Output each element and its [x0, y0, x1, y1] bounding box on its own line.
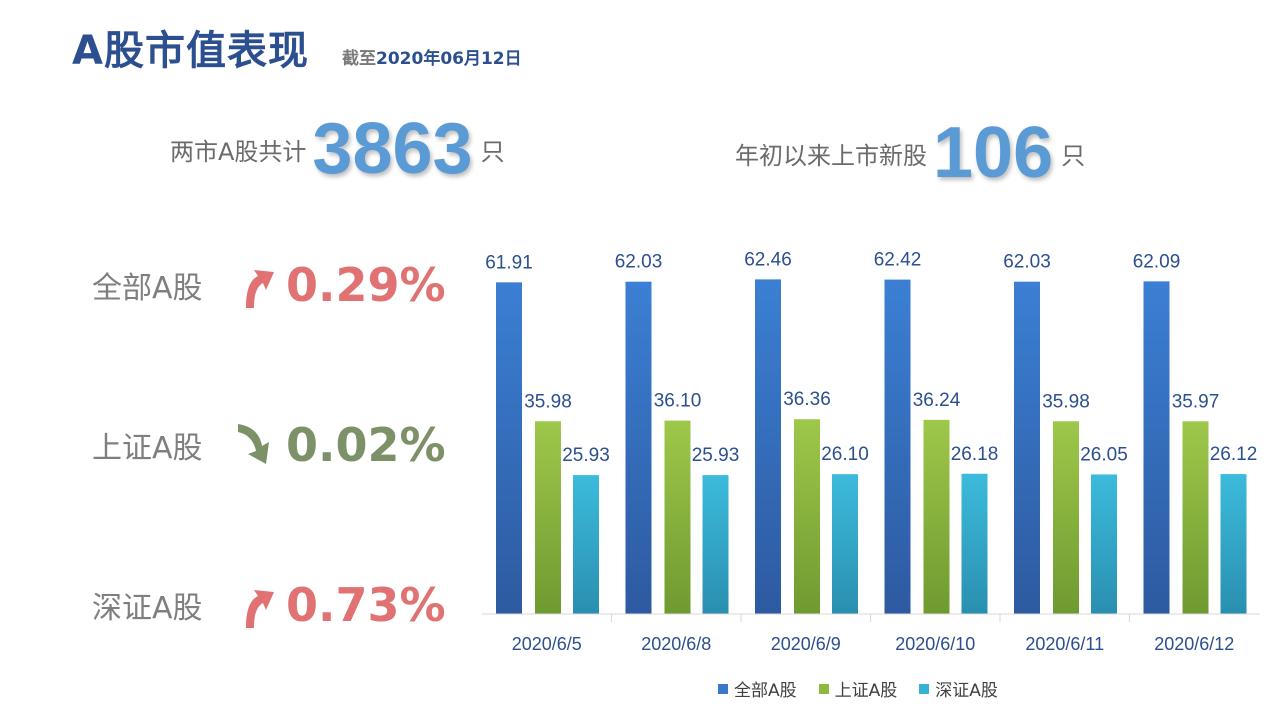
- kpi-unit: 只: [1061, 141, 1086, 170]
- bar: [1014, 281, 1040, 614]
- data-label: 25.93: [692, 445, 740, 466]
- data-label: 61.91: [485, 252, 533, 273]
- kpi-total-stocks: 两市A股共计 3863 只: [170, 108, 505, 190]
- x-tick-label: 2020/6/12: [1154, 634, 1234, 654]
- data-label: 26.10: [821, 444, 869, 465]
- as-of-date: 截至2020年06月12日: [342, 44, 522, 69]
- data-label: 35.98: [524, 391, 572, 412]
- bar: [832, 474, 858, 614]
- legend-swatch: [919, 683, 930, 694]
- as-of-date-value: 2020年06月12日: [376, 49, 522, 69]
- index-name: 全部A股: [92, 271, 203, 306]
- legend-swatch: [718, 683, 728, 694]
- as-of-prefix: 截至: [342, 49, 376, 69]
- x-tick-label: 2020/6/11: [1025, 634, 1104, 654]
- bar-chart: 61.91 35.98 25.93 2020/6/5 62.03 36.10 25.93 20…: [482, 249, 1260, 654]
- legend-item: 全部A股: [718, 676, 797, 701]
- index-change: 0.29%: [286, 258, 446, 312]
- bar: [496, 282, 522, 614]
- arrow-down-icon: [238, 424, 269, 464]
- kpi-unit: 只: [480, 137, 505, 166]
- legend-swatch: [818, 683, 829, 694]
- data-label: 35.98: [1042, 391, 1090, 412]
- bar: [794, 419, 820, 614]
- data-label: 26.05: [1080, 444, 1128, 465]
- bar: [664, 420, 691, 614]
- index-all-a: 全部A股 0.29%: [92, 255, 446, 315]
- legend-label: 深证A股: [935, 681, 998, 701]
- data-label: 26.18: [951, 444, 999, 465]
- data-label: 25.93: [562, 445, 610, 466]
- data-label: 36.10: [654, 391, 702, 412]
- data-label: 36.36: [783, 389, 831, 410]
- chart-legend: 全部A股 上证A股 深证A股: [718, 676, 998, 701]
- legend-label: 上证A股: [834, 681, 898, 701]
- bar: [702, 475, 729, 614]
- bar: [755, 279, 781, 614]
- kpi-new-listings: 年初以来上市新股 106 只: [735, 112, 1085, 194]
- legend-item: 上证A股: [818, 676, 898, 701]
- data-label: 35.97: [1172, 391, 1220, 412]
- bar: [961, 473, 988, 614]
- x-tick-label: 2020/6/10: [895, 634, 975, 654]
- x-tick-label: 2020/6/8: [641, 634, 711, 654]
- kpi-value: 3863: [312, 109, 473, 189]
- x-tick-label: 2020/6/9: [771, 634, 841, 654]
- index-name: 深证A股: [92, 591, 203, 626]
- kpi-label: 两市A股共计: [170, 137, 307, 166]
- bar: [1182, 421, 1209, 614]
- bar: [1220, 474, 1247, 614]
- kpi-label: 年初以来上市新股: [735, 141, 927, 170]
- data-label: 62.42: [874, 250, 922, 271]
- data-label: 62.03: [615, 252, 663, 273]
- x-tick-label: 2020/6/5: [512, 634, 582, 654]
- kpi-value: 106: [933, 113, 1054, 193]
- index-sh-a: 上证A股 0.02%: [92, 415, 446, 475]
- bar: [1143, 281, 1170, 614]
- bar: [1053, 421, 1079, 614]
- bar: [923, 419, 950, 614]
- arrow-up-icon: [246, 270, 274, 308]
- data-label: 26.12: [1210, 444, 1258, 465]
- data-label: 62.46: [744, 249, 792, 270]
- bar: [625, 281, 652, 614]
- bar: [1091, 474, 1117, 614]
- page-title: A股市值表现: [72, 28, 309, 74]
- index-name: 上证A股: [92, 431, 203, 466]
- data-label: 36.24: [913, 390, 961, 411]
- bar: [573, 475, 599, 614]
- index-sz-a: 深证A股 0.73%: [92, 575, 446, 635]
- bar: [535, 421, 561, 614]
- bar: [884, 279, 911, 614]
- arrow-up-icon: [246, 590, 274, 628]
- data-label: 62.03: [1003, 252, 1051, 273]
- legend-label: 全部A股: [734, 681, 797, 701]
- index-change: 0.02%: [286, 418, 446, 472]
- data-label: 62.09: [1133, 251, 1181, 272]
- legend-item: 深证A股: [919, 676, 998, 701]
- index-change: 0.73%: [286, 578, 446, 632]
